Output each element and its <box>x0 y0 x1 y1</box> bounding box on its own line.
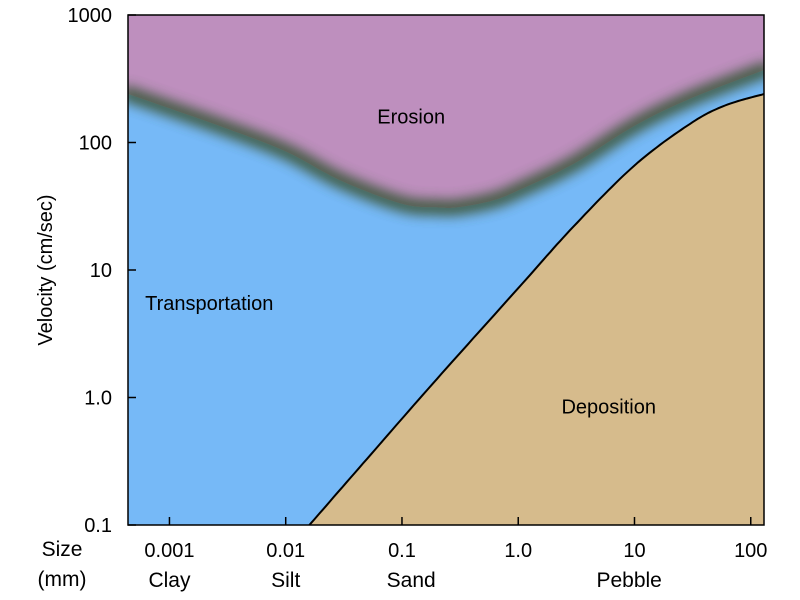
transportation-label: Transportation <box>145 293 273 315</box>
size-class-label-clay: Clay <box>148 569 191 592</box>
y-tick-label: 10 <box>90 260 112 282</box>
erosion-threshold-band <box>128 62 764 216</box>
x-axis-unit-label: (mm) <box>38 568 87 591</box>
size-class-label-silt: Silt <box>271 569 300 592</box>
y-axis-title: Velocity (cm/sec) <box>35 194 57 345</box>
region-labels: Erosion Transportation Deposition <box>145 106 656 418</box>
y-axis: 1000 100 10 1.0 0.1 <box>68 5 136 537</box>
x-tick-label: 0.1 <box>388 540 416 562</box>
y-tick-label: 1000 <box>68 5 113 27</box>
erosion-region <box>128 15 764 208</box>
y-tick-label: 1.0 <box>84 388 112 410</box>
size-class-label-pebble: Pebble <box>596 569 661 592</box>
y-tick-label: 0.1 <box>84 515 112 537</box>
erosion-label: Erosion <box>377 106 445 128</box>
deposition-label: Deposition <box>561 396 656 418</box>
x-tick-label: 1.0 <box>504 540 532 562</box>
x-axis: 0.001 0.01 0.1 1.0 10 100 Clay Silt Sand Pebble <box>144 517 767 592</box>
settling-velocity-curve <box>308 93 764 525</box>
x-tick-label: 0.01 <box>266 540 305 562</box>
x-tick-label: 0.001 <box>144 540 194 562</box>
x-tick-label: 100 <box>734 540 767 562</box>
deposition-region <box>309 94 764 525</box>
x-tick-label: 10 <box>623 540 645 562</box>
plot-area <box>128 15 764 525</box>
x-axis-row-label: Size <box>42 538 83 561</box>
size-class-label-sand: Sand <box>387 569 436 592</box>
y-tick-label: 100 <box>79 133 112 155</box>
